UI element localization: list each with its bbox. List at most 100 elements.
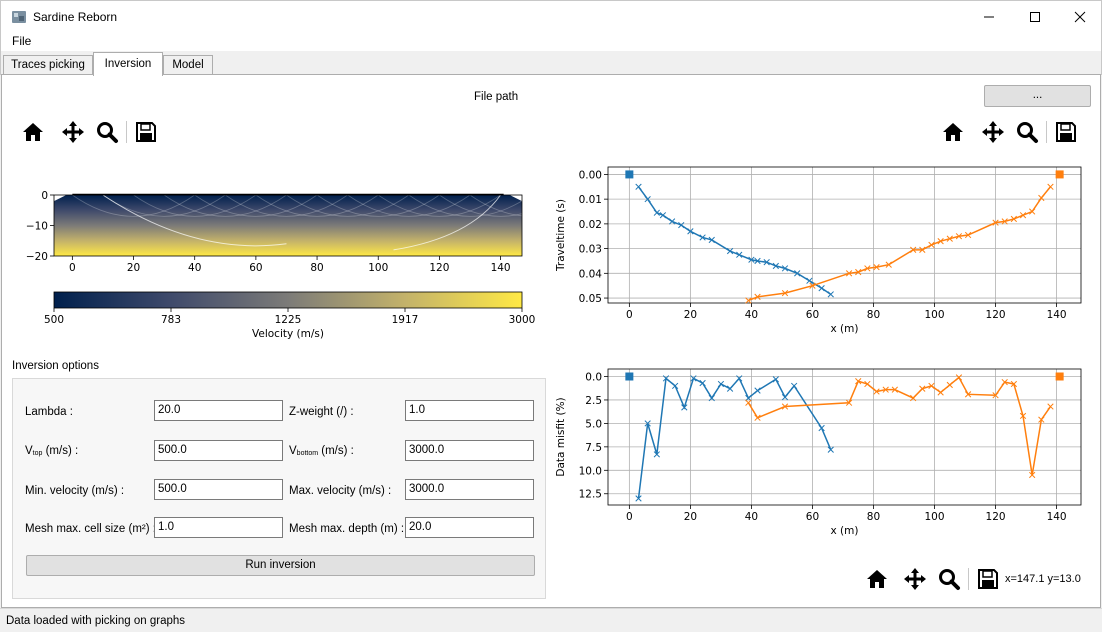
data-point: [754, 293, 761, 300]
ray-path: [225, 194, 348, 217]
mesh-depth-label: Mesh max. depth (m) :: [289, 523, 405, 535]
zoom-icon: [97, 122, 118, 143]
v-bottom-input[interactable]: 3000.0: [405, 440, 534, 461]
data-point: [635, 183, 642, 190]
min-velocity-label: Min. velocity (m/s) :: [25, 485, 125, 497]
close-icon: [1074, 11, 1086, 23]
data-point: [946, 381, 953, 389]
max-velocity-label: Max. velocity (m/s) :: [289, 485, 392, 497]
x-tick-label: 40: [188, 262, 201, 274]
data-point: [763, 259, 770, 266]
min-velocity-input[interactable]: 500.0: [154, 479, 283, 500]
colorbar-tick-label: 500: [44, 314, 64, 326]
ray-path: [133, 194, 257, 217]
data-point: [708, 394, 715, 402]
y-tick-label: 0.04: [579, 268, 603, 280]
x-tick-label: 100: [924, 511, 944, 523]
traveltime-plot[interactable]: 0 20 40 60 80 100 120 140 0.00 0.01 0.02 0.03 0.04 0.…: [550, 155, 1095, 345]
x-tick-label: 20: [127, 262, 140, 274]
data-point: [662, 375, 670, 382]
data-point: [1010, 380, 1018, 388]
pan-icon: [62, 121, 84, 143]
menu-file[interactable]: File: [12, 34, 32, 48]
lambda-label: Lambda :: [25, 406, 73, 418]
ray-path: [439, 194, 542, 217]
mesh-cell-size-input[interactable]: 1.0: [154, 517, 283, 538]
pan-button[interactable]: [60, 119, 86, 145]
data-point: [885, 261, 892, 268]
data-point: [864, 380, 871, 388]
tab-traces-picking[interactable]: Traces picking: [3, 55, 93, 75]
x-tick-label: 120: [429, 262, 449, 274]
ray-path: [72, 194, 195, 217]
home-button[interactable]: [20, 119, 46, 145]
y-tick-label: −10: [26, 221, 48, 233]
zoom-button[interactable]: [936, 566, 962, 592]
pan-button[interactable]: [980, 119, 1006, 145]
y-tick-label: −20: [26, 251, 48, 263]
axes-frame: [607, 368, 1082, 506]
data-point: [745, 297, 752, 304]
ray-path: [408, 194, 532, 217]
data-point: [919, 385, 926, 392]
ray-path: [316, 194, 440, 217]
data-point: [845, 270, 853, 277]
data-point: [699, 379, 706, 387]
run-inversion-button[interactable]: Run inversion: [26, 555, 535, 576]
pan-button[interactable]: [902, 566, 928, 592]
window-title: Sardine Reborn: [33, 10, 118, 24]
toolbar-separator: [1046, 121, 1047, 143]
x-tick-label: 100: [924, 309, 944, 321]
data-point: [818, 424, 825, 432]
lambda-input[interactable]: 20.0: [154, 400, 283, 421]
data-point: [928, 241, 935, 249]
zoom-button[interactable]: [94, 119, 120, 145]
maximize-button[interactable]: [1012, 1, 1058, 32]
ray-path: [286, 194, 410, 217]
zoom-icon: [1017, 122, 1038, 143]
save-button[interactable]: [1053, 119, 1079, 145]
data-point: [964, 391, 972, 398]
data-point: [818, 285, 825, 292]
x-tick-label: 140: [1047, 511, 1067, 523]
close-button[interactable]: [1057, 1, 1102, 32]
data-point: [891, 386, 899, 393]
y-tick-label: 0.05: [579, 293, 602, 305]
data-point: [690, 375, 697, 382]
tab-inversion[interactable]: Inversion: [93, 52, 163, 76]
data-point: [726, 247, 734, 255]
home-button[interactable]: [864, 566, 890, 592]
y-tick-label: 0.03: [579, 244, 602, 256]
data-point: [946, 235, 953, 242]
misfit-plot[interactable]: 0 20 40 60 80 100 120 140 0.0 2.5 5.0 7.5 10.0 12.5 x …: [550, 357, 1095, 547]
inversion-options-title: Inversion options: [12, 360, 99, 372]
home-button[interactable]: [940, 119, 966, 145]
save-button[interactable]: [975, 566, 1001, 592]
data-point: [827, 446, 834, 453]
series-line-2: [747, 376, 1052, 476]
save-button[interactable]: [133, 119, 159, 145]
z-weight-input[interactable]: 1.0: [405, 400, 534, 421]
data-point: [644, 195, 651, 203]
minimize-button[interactable]: [966, 1, 1012, 32]
mesh-depth-input[interactable]: 20.0: [405, 517, 534, 538]
inversion-options-group: Lambda : 20.0 Z-weight (/) : 1.0 Vtop (m…: [12, 378, 546, 599]
data-point: [678, 221, 685, 229]
max-velocity-input[interactable]: 3000.0: [405, 479, 534, 500]
browse-button[interactable]: ...: [984, 85, 1091, 107]
v-top-input[interactable]: 500.0: [154, 440, 283, 461]
home-icon: [23, 123, 43, 141]
data-point: [955, 374, 963, 381]
data-point: [845, 399, 853, 406]
save-icon: [1056, 122, 1076, 142]
y-tick-label: 2.5: [585, 395, 602, 407]
data-point: [754, 387, 761, 394]
save-icon: [136, 122, 156, 142]
data-point: [745, 399, 752, 406]
series-line-1: [637, 376, 832, 499]
tab-model[interactable]: Model: [163, 55, 213, 75]
velocity-model-plot[interactable]: 0 20 40 60 80 100 120 140 0 −10 −20 500 783 1225 1917 3…: [12, 155, 542, 345]
data-point: [992, 392, 999, 399]
zoom-button[interactable]: [1014, 119, 1040, 145]
maximize-icon: [1030, 12, 1040, 22]
